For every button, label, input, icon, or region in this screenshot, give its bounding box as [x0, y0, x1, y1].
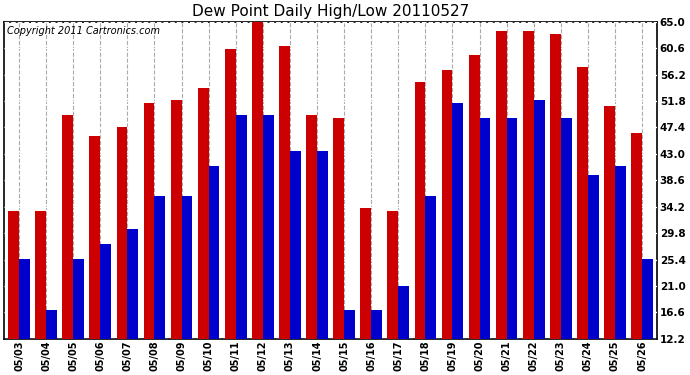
Bar: [225, 49, 236, 375]
Bar: [371, 310, 382, 375]
Bar: [344, 310, 355, 375]
Bar: [425, 196, 436, 375]
Bar: [279, 46, 290, 375]
Bar: [506, 118, 518, 375]
Bar: [561, 118, 571, 375]
Bar: [181, 196, 193, 375]
Bar: [236, 115, 246, 375]
Bar: [306, 115, 317, 375]
Bar: [480, 118, 491, 375]
Bar: [128, 229, 138, 375]
Bar: [100, 244, 111, 375]
Title: Dew Point Daily High/Low 20110527: Dew Point Daily High/Low 20110527: [192, 4, 469, 19]
Bar: [170, 100, 181, 375]
Bar: [415, 82, 425, 375]
Bar: [333, 118, 344, 375]
Bar: [90, 136, 100, 375]
Bar: [577, 67, 588, 375]
Bar: [442, 70, 453, 375]
Bar: [117, 127, 128, 375]
Bar: [496, 31, 506, 375]
Bar: [453, 103, 463, 375]
Bar: [252, 22, 263, 375]
Bar: [73, 259, 84, 375]
Bar: [317, 151, 328, 375]
Bar: [642, 259, 653, 375]
Bar: [144, 103, 155, 375]
Bar: [155, 196, 166, 375]
Bar: [615, 166, 626, 375]
Bar: [8, 211, 19, 375]
Bar: [604, 106, 615, 375]
Bar: [550, 34, 561, 375]
Bar: [360, 208, 371, 375]
Bar: [263, 115, 274, 375]
Bar: [35, 211, 46, 375]
Bar: [208, 166, 219, 375]
Bar: [290, 151, 301, 375]
Bar: [631, 133, 642, 375]
Bar: [62, 115, 73, 375]
Bar: [398, 286, 409, 375]
Bar: [588, 175, 599, 375]
Bar: [387, 211, 398, 375]
Bar: [198, 88, 208, 375]
Text: Copyright 2011 Cartronics.com: Copyright 2011 Cartronics.com: [8, 27, 161, 36]
Bar: [469, 55, 480, 375]
Bar: [533, 100, 544, 375]
Bar: [46, 310, 57, 375]
Bar: [19, 259, 30, 375]
Bar: [523, 31, 533, 375]
